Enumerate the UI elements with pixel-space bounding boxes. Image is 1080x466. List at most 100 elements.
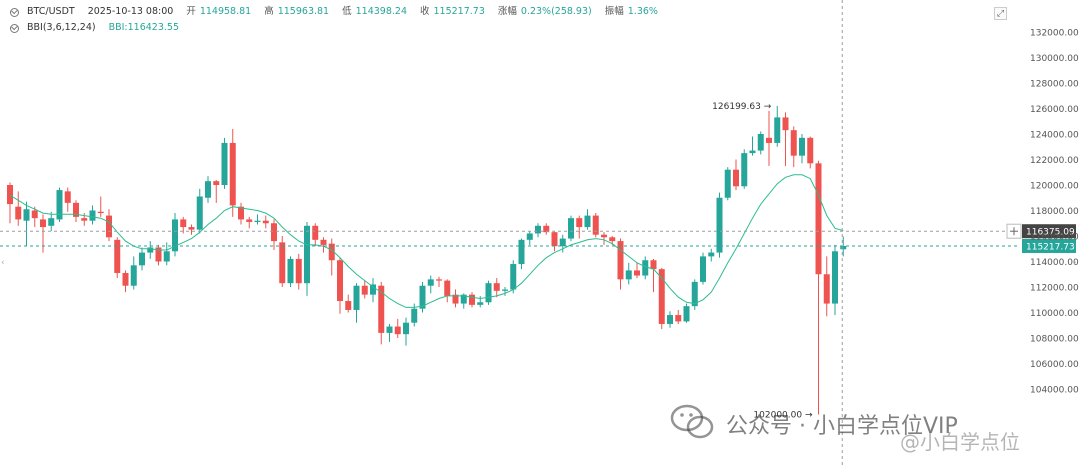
datetime: 2025-10-13 08:00 <box>87 6 174 17</box>
open-value: 114958.81 <box>199 6 252 17</box>
candle-down <box>15 206 22 220</box>
wechat-logo-icon <box>670 404 714 439</box>
candle-up <box>147 247 154 253</box>
candle-down <box>328 243 335 261</box>
candle-down <box>97 211 104 214</box>
candle-down <box>213 181 220 185</box>
candle-down <box>634 270 640 276</box>
watermark-handle: @小白学点位 <box>900 430 1020 454</box>
y-tick-label: 112000.00 <box>1030 284 1079 294</box>
candle-down <box>229 142 236 206</box>
candle-up <box>526 233 533 240</box>
crosshair-price-badge <box>1022 224 1076 239</box>
candle-up <box>221 142 228 185</box>
candle-down <box>452 294 459 304</box>
candle-down <box>155 247 162 262</box>
y-tick-label: 118000.00 <box>1030 207 1079 217</box>
candle-up <box>460 294 467 304</box>
candle-up <box>724 169 731 198</box>
candle-down <box>40 219 46 228</box>
low-label: 低 <box>342 6 352 17</box>
candle-down <box>609 237 616 242</box>
close-value: 115217.73 <box>433 6 485 17</box>
low-value: 114398.24 <box>355 6 407 17</box>
candle-down <box>469 294 475 305</box>
candle-up <box>403 322 409 335</box>
candle-down <box>64 191 71 203</box>
indicator-value: BBI:116423.55 <box>108 22 179 33</box>
high-label: 高 <box>264 6 274 17</box>
candle-down <box>320 239 327 245</box>
candle-up <box>840 245 847 250</box>
candle-down <box>617 241 624 280</box>
fullscreen-icon[interactable]: ⤢ <box>994 7 1007 20</box>
y-tick-label: 128000.00 <box>1030 80 1079 90</box>
watermark-text: 公众号 · 小白学点位VIP <box>726 414 958 439</box>
candle-down <box>444 280 451 296</box>
indicator-row: BBI(3,6,12,24) BBI:116423.55 <box>10 20 658 36</box>
change-value: 0.23%(258.93) <box>520 6 592 17</box>
candle-down <box>807 137 814 164</box>
y-tick-label: 110000.00 <box>1030 309 1079 319</box>
y-tick-label: 130000.00 <box>1030 54 1079 64</box>
last-price-label: 115217.73 <box>1026 242 1075 252</box>
candle-up <box>139 252 145 266</box>
candle-down <box>378 285 385 333</box>
candle-down <box>279 242 286 284</box>
candle-down <box>650 260 657 270</box>
candle-down <box>271 223 277 242</box>
y-tick-label: 124000.00 <box>1030 131 1079 141</box>
candle-up <box>353 285 360 310</box>
scroll-left-icon[interactable]: ‹ <box>1 258 5 268</box>
candle-down <box>394 326 401 335</box>
candle-up <box>163 251 170 262</box>
eye-icon[interactable] <box>10 23 19 33</box>
candle-up <box>427 279 434 286</box>
candle-down <box>180 219 187 228</box>
scroll-right-icon[interactable]: › <box>1073 258 1077 268</box>
candle-up <box>691 281 698 307</box>
candle-down <box>188 227 195 230</box>
candle-up <box>774 117 781 143</box>
candle-down <box>576 218 583 228</box>
change-label: 涨幅 <box>497 6 517 17</box>
candle-up <box>518 239 525 265</box>
y-tick-label: 132000.00 <box>1030 29 1079 39</box>
candle-down <box>601 234 607 238</box>
candle-down <box>658 269 665 324</box>
close-label: 收 <box>419 6 430 17</box>
eye-icon[interactable] <box>10 7 19 17</box>
candle-up <box>196 196 203 230</box>
symbol: BTC/USDT <box>27 6 75 17</box>
candle-up <box>559 238 566 247</box>
candles <box>7 105 847 415</box>
candle-down <box>7 185 13 205</box>
candle-down <box>106 215 112 238</box>
candle-up <box>485 283 492 303</box>
amplitude-label: 振幅 <box>604 6 624 17</box>
bbi-polyline <box>9 174 844 308</box>
candle-down <box>295 258 302 284</box>
candle-up <box>568 218 574 239</box>
y-tick-label: 116000.00 <box>1030 233 1079 243</box>
candle-up <box>23 209 30 221</box>
candle-down <box>122 272 129 286</box>
candle-up <box>370 284 376 295</box>
candle-down <box>312 225 319 240</box>
candle-up <box>716 197 723 253</box>
candle-down <box>81 218 88 221</box>
y-tick-label: 122000.00 <box>1030 156 1079 166</box>
extreme-price-label: 102000.00 → <box>753 411 813 421</box>
price-info-row: BTC/USDT 2025-10-13 08:00 开 114958.81 高 … <box>10 4 658 20</box>
candle-up <box>287 258 294 284</box>
candle-down <box>733 169 739 187</box>
candle-up <box>749 150 756 154</box>
candle-down <box>790 130 797 156</box>
candle-down <box>493 283 500 291</box>
candle-up <box>254 220 261 222</box>
candle-up <box>741 153 748 187</box>
y-axis: 104000.00 106000.00 108000.00 110000.00 1120… <box>1030 29 1079 396</box>
candle-up <box>625 270 632 280</box>
